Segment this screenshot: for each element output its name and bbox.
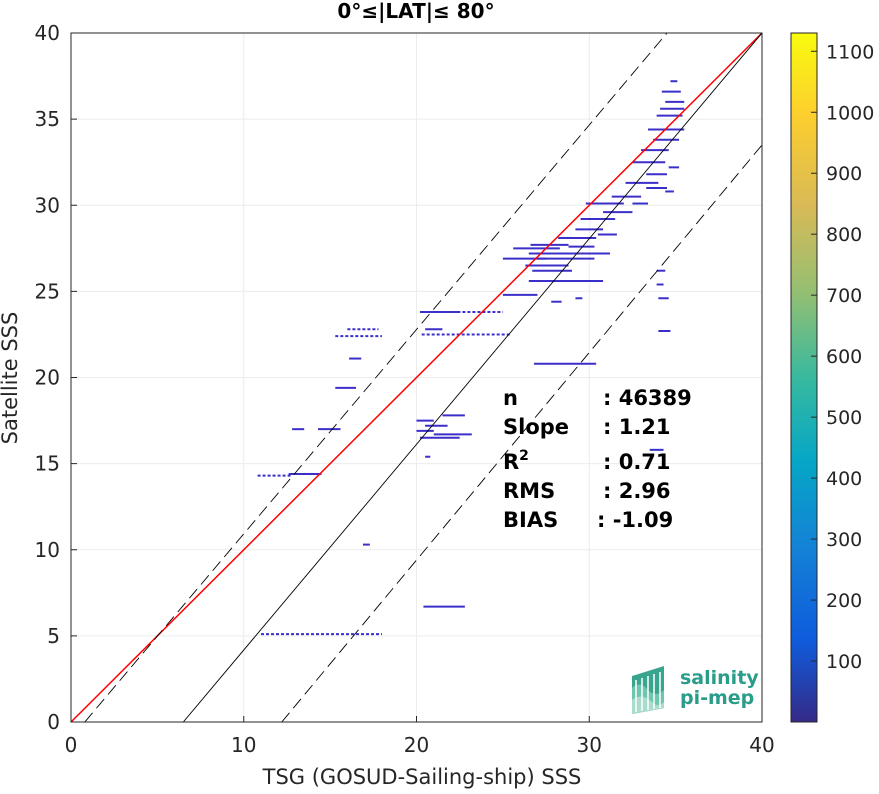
y-axis-label: Satellite SSS	[0, 312, 22, 445]
y-tick-label: 15	[35, 452, 60, 476]
y-tick-label: 35	[35, 107, 60, 131]
colorbar-tick-label: 200	[826, 590, 862, 612]
colorbar-tick-label: 1000	[826, 102, 874, 124]
stat-value: : 0.71	[603, 450, 671, 474]
y-tick-label: 0	[47, 710, 60, 734]
chart-title: 0°≤|LAT|≤ 80°	[337, 0, 494, 23]
logo-line-1: salinity	[680, 667, 759, 689]
wave-logo-icon	[632, 666, 664, 714]
y-tick-label: 10	[35, 538, 60, 562]
stat-value: : 46389	[603, 386, 692, 410]
fit-line	[71, 33, 762, 722]
x-tick-label: 10	[231, 733, 256, 757]
reference-lines	[71, 33, 762, 722]
salinity-logo: salinity pi-mep	[632, 666, 759, 714]
colorbar-tick-label: 100	[826, 651, 862, 673]
y-tick-label: 25	[35, 279, 60, 303]
colorbar-ticks: 100 200 300 400 500 600 700 800 900 1000 1100	[811, 41, 874, 673]
density-cells	[257, 80, 685, 636]
upper-bound-line	[84, 33, 668, 722]
x-tick-label: 30	[577, 733, 602, 757]
y-tick-label: 20	[35, 366, 60, 390]
stat-label: RMS	[503, 479, 555, 503]
stat-value: : 1.21	[603, 415, 671, 439]
colorbar	[790, 32, 818, 723]
axis-ticks: 0 10 20 30 40 0 5 10 15 20 25 30 35 40	[35, 21, 775, 757]
y-tick-label: 5	[47, 624, 60, 648]
stat-value: : 2.96	[603, 479, 671, 503]
y-tick-label: 40	[35, 21, 60, 45]
x-tick-label: 20	[404, 733, 429, 757]
one-to-one-line	[182, 33, 762, 722]
stat-label: R2	[503, 448, 529, 474]
x-tick-label: 40	[749, 733, 774, 757]
colorbar-tick-label: 500	[826, 407, 862, 429]
colorbar-tick-label: 1100	[826, 41, 874, 63]
x-tick-label: 0	[65, 733, 78, 757]
colorbar-tick-label: 400	[826, 468, 862, 490]
colorbar-tick-label: 300	[826, 529, 862, 551]
stat-label: n	[503, 386, 518, 410]
colorbar-tick-label: 600	[826, 346, 862, 368]
colorbar-tick-label: 800	[826, 224, 862, 246]
logo-line-2: pi-mep	[680, 687, 754, 709]
y-tick-label: 30	[35, 193, 60, 217]
stat-label: Slope	[503, 415, 569, 439]
stats-box: n : 46389 Slope : 1.21 R2 : 0.71 RMS : 2.96 BIAS…	[503, 386, 692, 532]
x-axis-label: TSG (GOSUD-Sailing-ship) SSS	[262, 765, 582, 789]
colorbar-tick-label: 900	[826, 163, 862, 185]
stat-label: BIAS	[503, 508, 558, 532]
stat-value: : -1.09	[597, 508, 673, 532]
colorbar-tick-label: 700	[826, 285, 862, 307]
